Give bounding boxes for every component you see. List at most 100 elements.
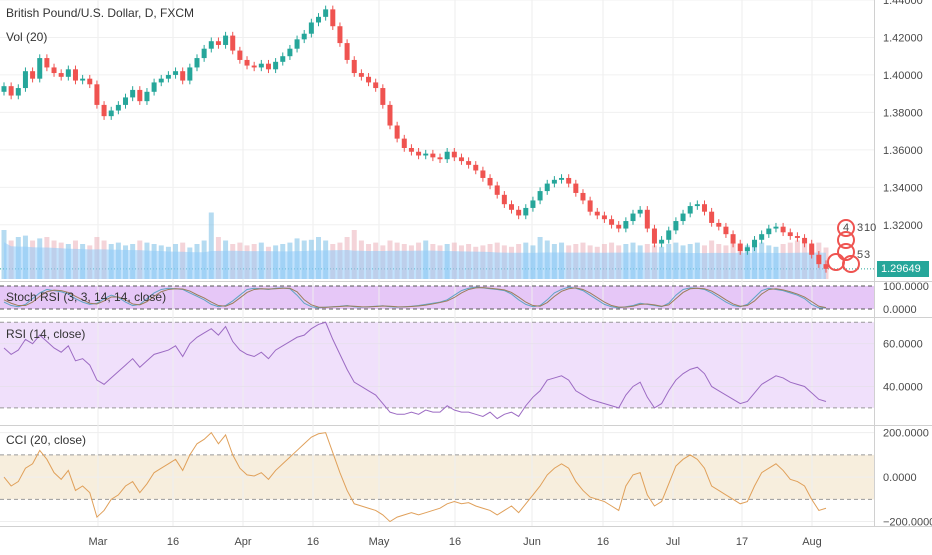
event-marker-icon[interactable]: [827, 253, 845, 271]
candle-body: [644, 209, 650, 229]
candle-body: [659, 239, 665, 244]
candle-body: [587, 200, 593, 212]
candle-body: [609, 219, 615, 225]
candle-body: [680, 213, 686, 222]
candle-body: [616, 224, 622, 229]
candle-body: [752, 239, 758, 248]
time-tick-label: 16: [449, 536, 461, 548]
event-marker-icon[interactable]: [837, 219, 855, 237]
price-tick-label: 1.42000: [883, 32, 923, 44]
candle-body: [551, 179, 557, 184]
candle-body: [566, 177, 572, 184]
candle-body: [230, 35, 236, 51]
candle-body: [473, 164, 479, 171]
time-tick-label: 16: [167, 536, 179, 548]
candle-body: [144, 91, 150, 102]
candle-body: [501, 194, 507, 205]
candle-body: [308, 22, 314, 34]
event-marker-icon[interactable]: [837, 243, 855, 261]
candle-body: [316, 16, 322, 23]
time-tick-label: Mar: [89, 536, 108, 548]
candle-body: [508, 204, 514, 210]
candle-body: [58, 73, 64, 77]
candle-body: [408, 147, 414, 152]
candlesticks[interactable]: [1, 5, 829, 273]
candle-body: [787, 232, 793, 237]
candle-body: [816, 254, 822, 265]
candle-body: [115, 104, 121, 111]
candle-body: [330, 9, 336, 27]
price-tick-label: 1.32000: [883, 220, 923, 232]
symbol-title: British Pound/U.S. Dollar, D, FXCM: [6, 6, 195, 20]
cci-tick-label: −200.0000: [883, 517, 932, 529]
candle-body: [258, 63, 264, 68]
time-tick-label: 16: [597, 536, 609, 548]
rsi-line: [3, 321, 827, 420]
event-marker-icon[interactable]: [842, 255, 860, 273]
price-tick-label: 1.38000: [883, 107, 923, 119]
price-tick-label: 1.34000: [883, 182, 923, 194]
candle-body: [802, 237, 808, 244]
candle-body: [516, 209, 522, 216]
candle-body: [366, 76, 372, 83]
candle-body: [15, 88, 21, 96]
candle-body: [194, 58, 200, 68]
rsi-label: RSI (14, close): [6, 327, 86, 341]
candle-body: [494, 185, 500, 195]
event-markers[interactable]: 4 3 10 5 3: [827, 219, 876, 273]
price-tick-label: 1.44000: [883, 0, 923, 7]
candle-body: [301, 33, 307, 40]
time-axis: Mar 16 Apr 16 May 16 Jun 16 Jul 17 Aug: [89, 536, 822, 548]
candle-body: [223, 35, 229, 45]
candle-body: [737, 243, 743, 252]
stoch-d-line: [3, 287, 827, 309]
time-tick-label: Jun: [523, 536, 541, 548]
cci-tick-label: 200.0000: [883, 428, 929, 440]
candle-body: [794, 236, 800, 238]
candle-body: [480, 170, 486, 178]
candle-body: [723, 226, 729, 235]
candle-body: [251, 65, 257, 68]
candle-body: [287, 48, 293, 57]
cci-label: CCI (20, close): [6, 433, 87, 447]
candle-body: [759, 234, 765, 240]
candle-body: [694, 204, 700, 207]
candle-body: [394, 125, 400, 139]
candle-body: [387, 104, 393, 126]
candle-body: [280, 56, 286, 62]
marker-count-b: 3: [857, 222, 863, 234]
time-tick-label: Aug: [802, 536, 822, 548]
cci-line: [3, 431, 827, 523]
candle-body: [809, 243, 815, 255]
candle-body: [373, 82, 379, 89]
last-price-badge: 1.29649: [877, 260, 929, 277]
candle-body: [444, 151, 450, 160]
candle-body: [237, 50, 243, 60]
candle-body: [487, 177, 493, 186]
candle-body: [158, 78, 164, 83]
candle-body: [573, 183, 579, 193]
candle-body: [244, 59, 250, 66]
candle-body: [709, 211, 715, 223]
cci-tick-label: 0.0000: [883, 472, 917, 484]
volume-ma-area: [4, 242, 826, 279]
stoch-tick-label: 100.0000: [883, 281, 929, 293]
candle-body: [137, 89, 143, 102]
time-tick-label: 17: [736, 536, 748, 548]
candle-body: [323, 9, 329, 17]
candle-body: [523, 207, 529, 216]
candle-body: [466, 161, 472, 165]
candle-body: [358, 73, 364, 77]
candle-body: [416, 151, 422, 156]
rsi-band-fill: [0, 322, 874, 408]
stoch-rsi-lines: [3, 286, 827, 309]
candle-body: [72, 69, 78, 81]
candle-body: [108, 110, 114, 117]
stoch-tick-label: 0.0000: [883, 304, 917, 316]
candle-body: [37, 58, 43, 79]
candle-body: [65, 69, 71, 77]
candle-body: [537, 191, 543, 201]
candle-body: [601, 215, 607, 220]
event-marker-icon[interactable]: [837, 231, 855, 249]
